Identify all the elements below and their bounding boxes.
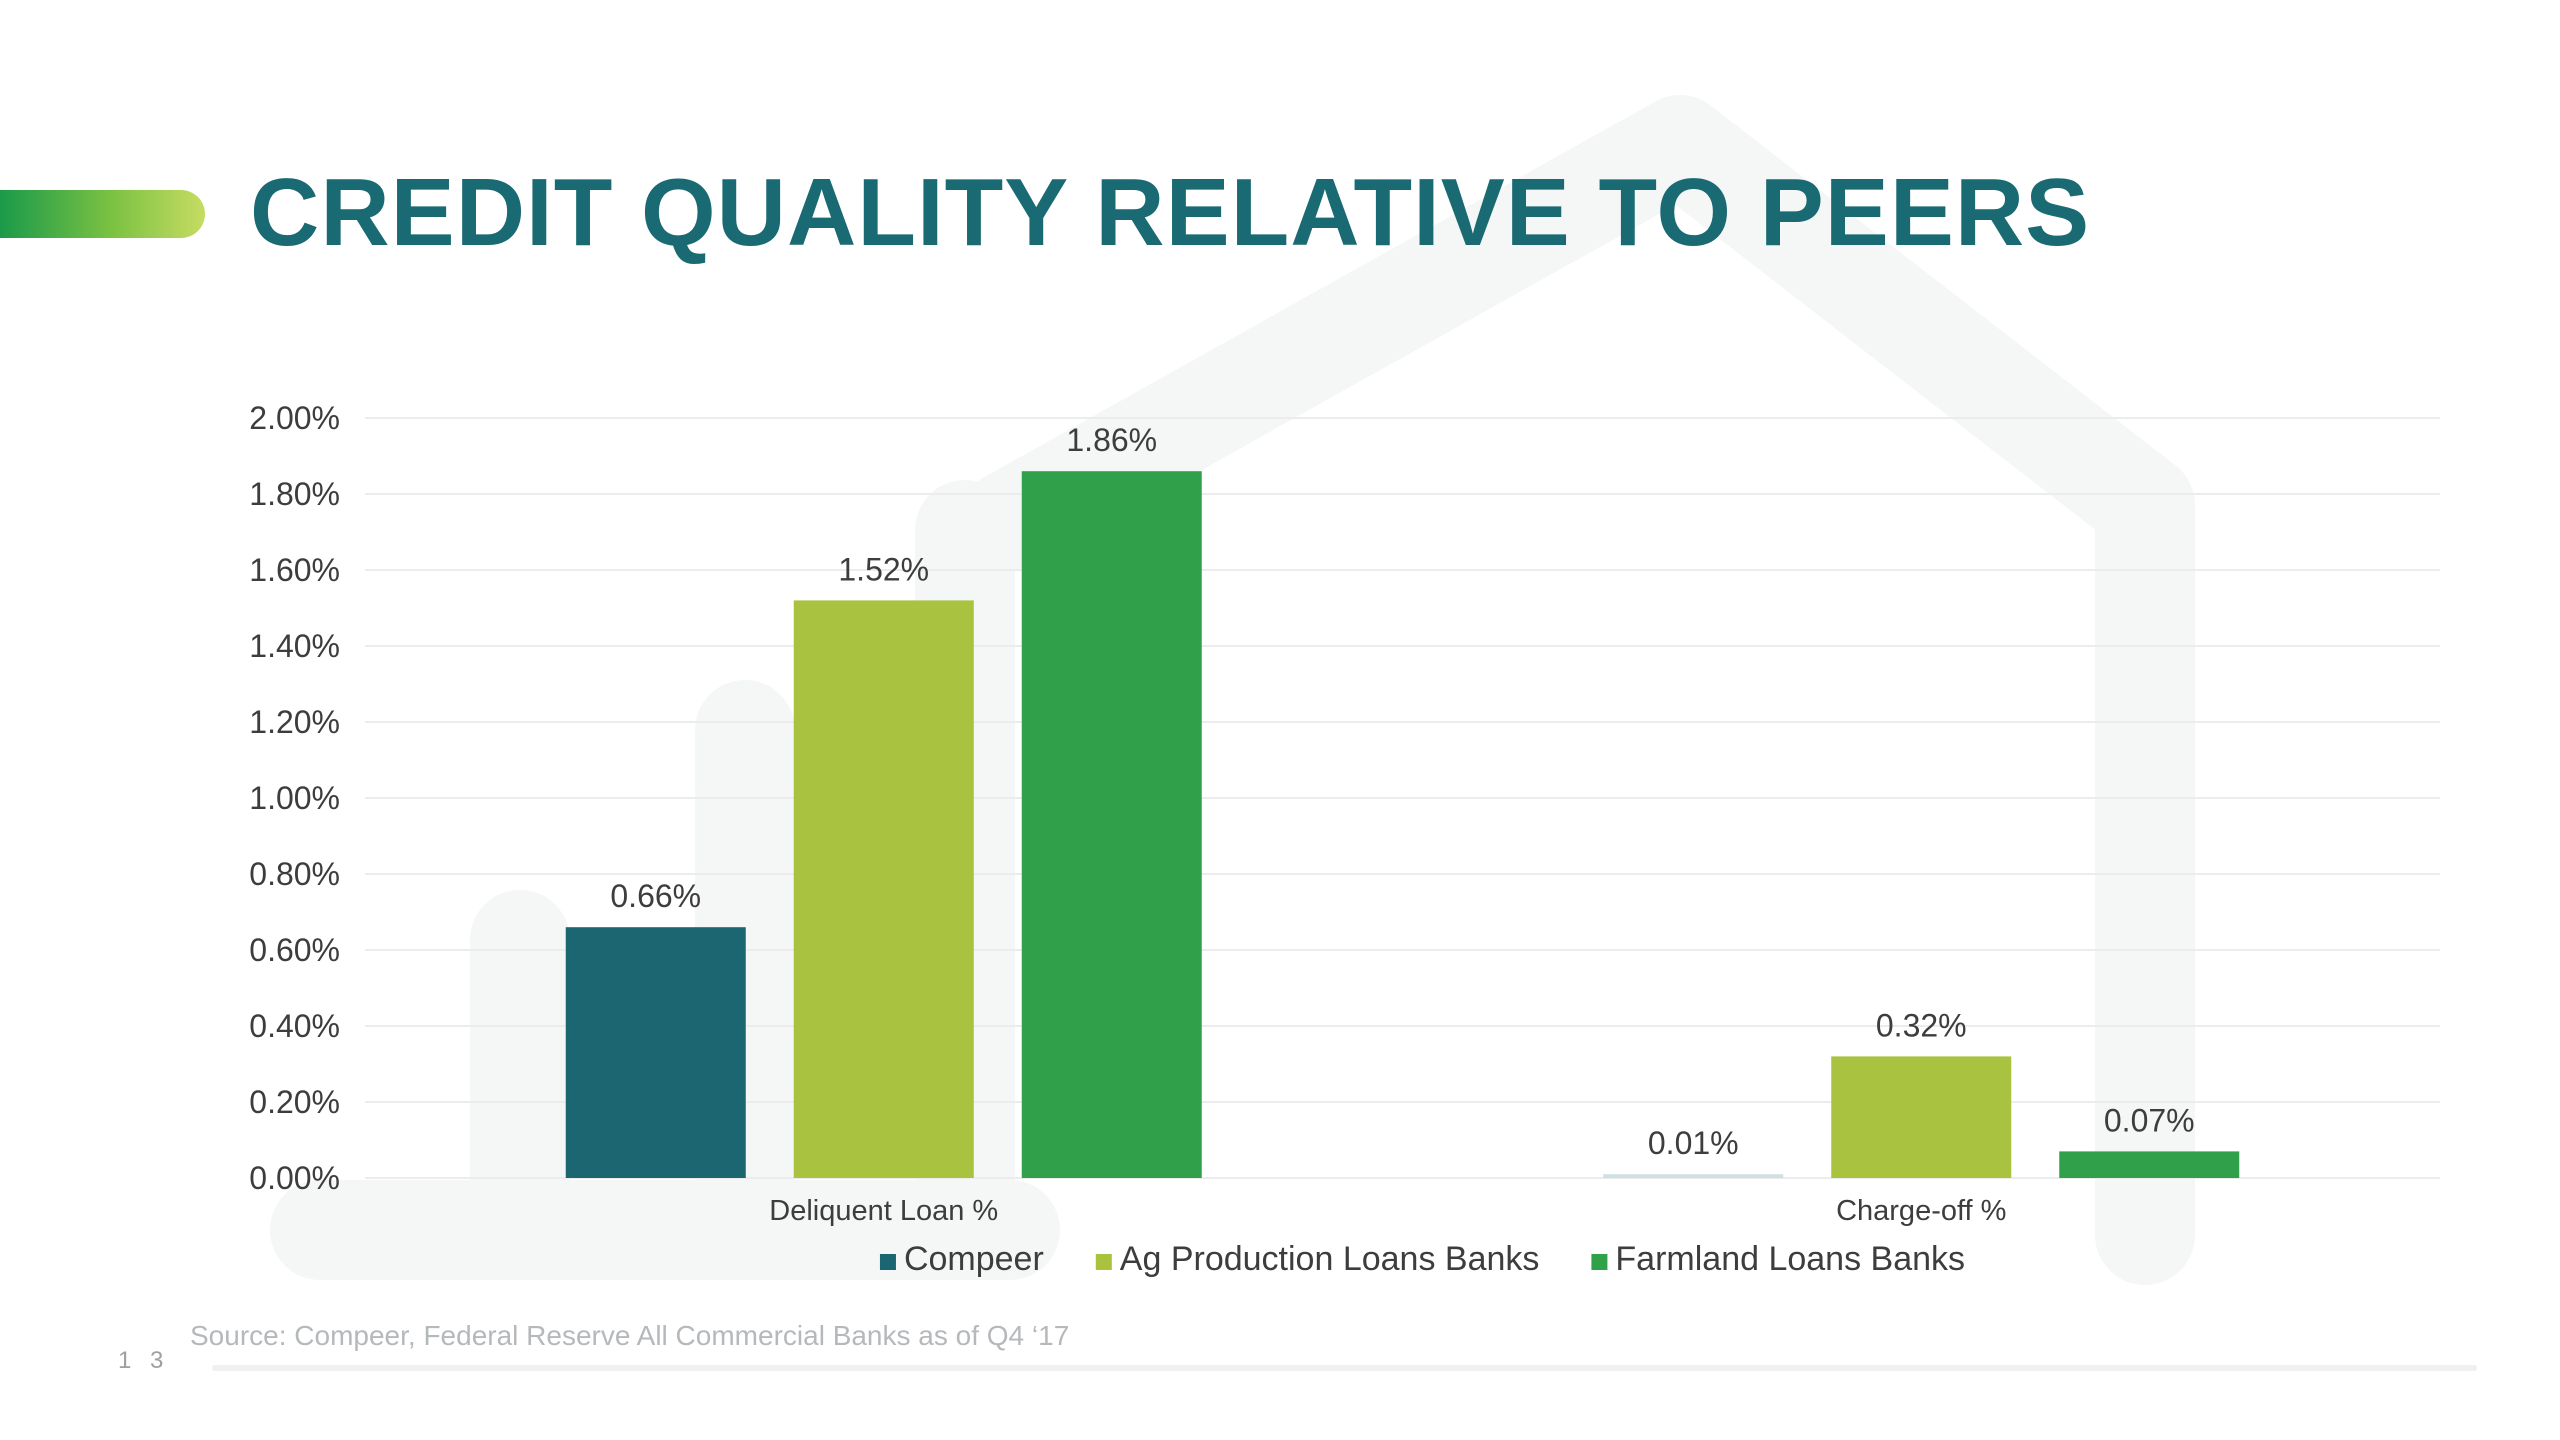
bar <box>1603 1174 1784 1178</box>
y-tick-label: 1.00% <box>249 780 340 816</box>
y-tick-label: 0.20% <box>249 1084 340 1120</box>
source-note: Source: Compeer, Federal Reserve All Com… <box>190 1320 1070 1351</box>
y-axis-ticks: 0.00% 0.20% 0.40% 0.60% 0.80% 1.00% 1.20% 1.40%… <box>249 400 340 1196</box>
data-label: 0.07% <box>2104 1102 2195 1138</box>
legend-label: Compeer <box>904 1240 1044 1278</box>
data-label: 0.32% <box>1876 1007 1967 1043</box>
slide-title: CREDIT QUALITY RELATIVE TO PEERS <box>250 159 2091 266</box>
y-tick-label: 0.40% <box>249 1008 340 1044</box>
title-accent-bar <box>0 190 205 238</box>
bar <box>1831 1056 2012 1178</box>
bar <box>565 927 746 1178</box>
data-labels: 0.66% 1.52% 1.86% 0.01% 0.32% 0.07% <box>610 422 2194 1161</box>
legend: Compeer Ag Production Loans Banks Farmland… <box>879 1240 1965 1278</box>
legend-label: Farmland Loans Banks <box>1615 1240 1965 1278</box>
y-tick-label: 2.00% <box>249 400 340 436</box>
legend-swatch <box>1591 1254 1608 1270</box>
legend-item: Compeer <box>879 1240 1044 1278</box>
legend-item: Farmland Loans Banks <box>1591 1240 1965 1278</box>
legend-item: Ag Production Loans Banks <box>1095 1240 1540 1278</box>
bar <box>1021 471 1202 1178</box>
data-label: 1.86% <box>1066 422 1157 458</box>
footer-divider <box>212 1365 2477 1371</box>
y-tick-label: 1.20% <box>249 704 340 740</box>
legend-swatch <box>1095 1254 1112 1270</box>
y-tick-label: 1.60% <box>249 552 340 588</box>
bars <box>565 471 2240 1178</box>
legend-label: Ag Production Loans Banks <box>1120 1240 1540 1278</box>
data-label: 1.52% <box>838 551 929 587</box>
legend-swatch <box>879 1254 896 1270</box>
y-tick-label: 1.80% <box>249 476 340 512</box>
x-tick-label: Deliquent Loan % <box>769 1195 998 1227</box>
x-tick-label: Charge-off % <box>1836 1195 2006 1227</box>
bar <box>793 600 974 1178</box>
y-tick-label: 0.60% <box>249 932 340 968</box>
x-axis-labels: Deliquent Loan % Charge-off % <box>769 1195 2006 1227</box>
y-tick-label: 0.80% <box>249 856 340 892</box>
y-tick-label: 1.40% <box>249 628 340 664</box>
y-tick-label: 0.00% <box>249 1160 340 1196</box>
page-number: 1 3 <box>118 1347 170 1374</box>
bar <box>2059 1151 2240 1178</box>
data-label: 0.01% <box>1648 1125 1739 1161</box>
data-label: 0.66% <box>610 878 701 914</box>
